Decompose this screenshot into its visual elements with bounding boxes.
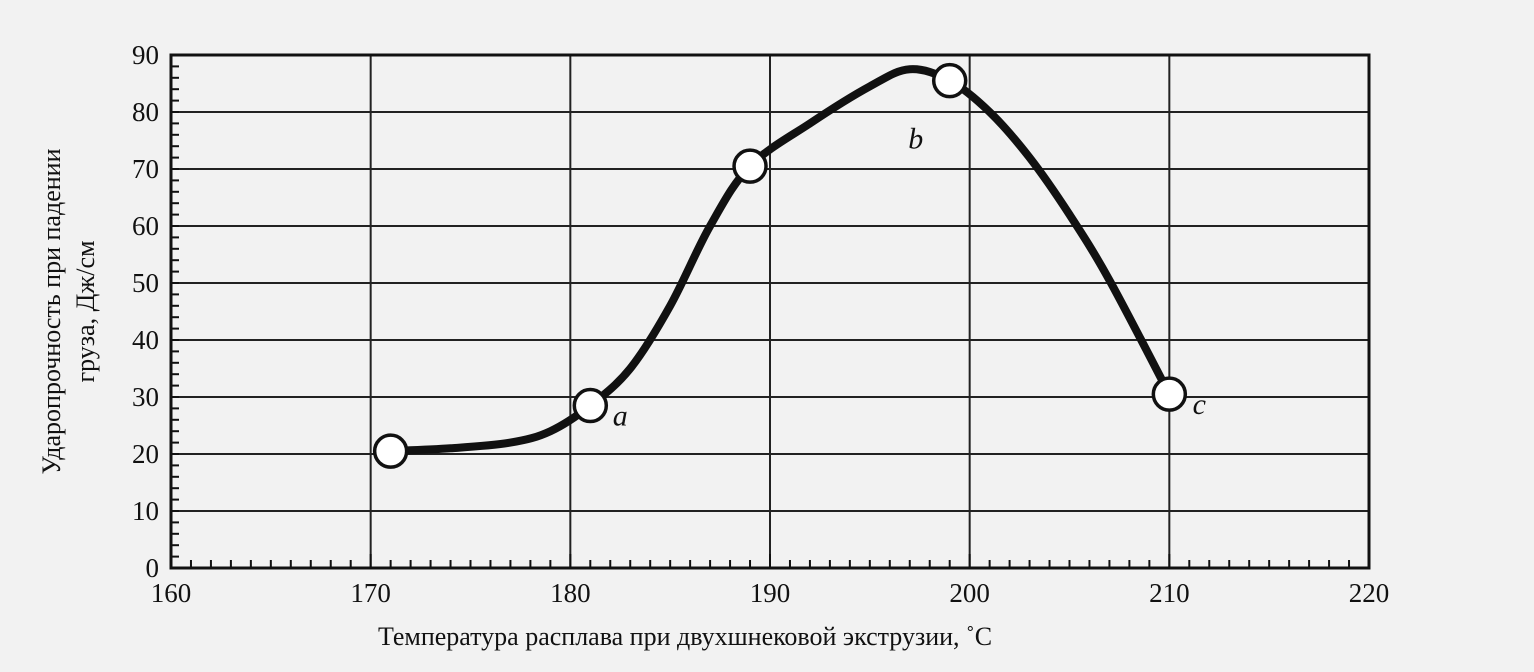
x-tick-label: 210 [1149, 578, 1190, 608]
y-tick-label: 50 [132, 268, 159, 298]
plot-frame [169, 53, 1371, 570]
y-tick-label: 20 [132, 439, 159, 469]
x-tick-labels: 160 170 180 190 200 210 220 [151, 578, 1390, 608]
grid [171, 55, 1369, 568]
data-point [372, 433, 409, 469]
point-labels: a b c [613, 123, 1206, 433]
data-points [372, 62, 1188, 469]
x-tick-label: 170 [350, 578, 391, 608]
y-tick-label: 80 [132, 97, 159, 127]
x-tick-label: 160 [151, 578, 192, 608]
y-tick-label: 0 [146, 553, 160, 583]
y-axis-title-line-2: груза, Дж/см [71, 240, 100, 382]
x-tick-label: 200 [949, 578, 990, 608]
y-axis-title: Ударопрочность при падении груза, Дж/см [37, 148, 100, 474]
y-tick-labels: 0 10 20 30 40 50 60 70 80 90 [132, 40, 159, 583]
y-tick-label: 70 [132, 154, 159, 184]
y-tick-label: 60 [132, 211, 159, 241]
x-tick-label: 180 [550, 578, 591, 608]
point-label-b: b [908, 123, 923, 156]
series-line [386, 65, 1174, 456]
x-tick-label: 190 [750, 578, 791, 608]
y-tick-label: 30 [132, 382, 159, 412]
y-tick-label: 90 [132, 40, 159, 70]
x-tick-label: 220 [1349, 578, 1390, 608]
y-tick-label: 40 [132, 325, 159, 355]
data-point [572, 387, 609, 424]
data-point [1151, 376, 1188, 412]
point-label-a: a [613, 400, 628, 433]
data-point [931, 62, 968, 99]
data-point [732, 148, 768, 184]
y-axis-title-line-1: Ударопрочность при падении [37, 148, 66, 474]
y-tick-label: 10 [132, 496, 159, 526]
x-axis-title: Температура расплава при двухшнековой эк… [378, 622, 992, 651]
point-label-c: c [1193, 388, 1206, 421]
